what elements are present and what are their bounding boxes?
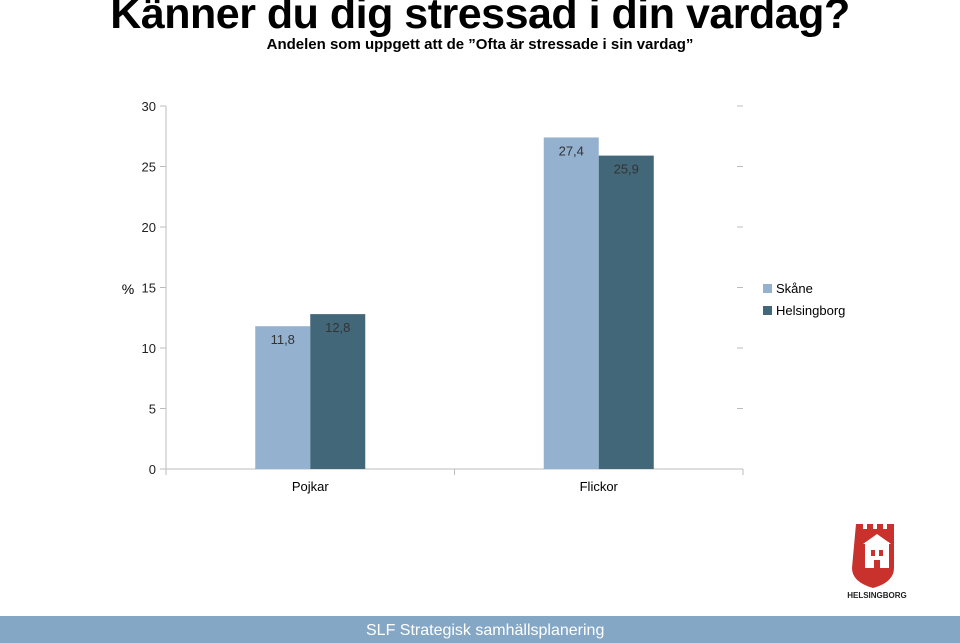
bar-flickor-skane — [543, 137, 599, 469]
y-tick-label: 15 — [142, 281, 156, 296]
chart-title: Känner du dig stressad i din vardag? — [110, 0, 850, 38]
bar-flickor-helsingborg — [598, 155, 654, 470]
legend-label-skane: Skåne — [776, 280, 813, 296]
y-tick-label: 0 — [149, 462, 156, 477]
legend-label-helsingborg: Helsingborg — [776, 302, 846, 318]
data-label: 25,9 — [614, 162, 639, 177]
y-tick-label: 5 — [149, 402, 156, 417]
y-tick-label: 10 — [142, 341, 156, 356]
legend-item-skane: Skåne — [763, 277, 845, 299]
y-axis-label: % — [122, 281, 134, 297]
bar-chart: 0 5 10 15 20 25 30% 11,8 12,8 Pojkar 27,4 25,9 Flick… — [122, 99, 744, 494]
data-label: 27,4 — [559, 143, 584, 158]
legend: Skåne Helsingborg — [763, 277, 845, 321]
y-tick-label: 30 — [142, 99, 156, 114]
y-tick-label: 25 — [142, 160, 156, 175]
x-category-label: Flickor — [580, 479, 619, 494]
footer-bar: SLF Strategisk samhällsplanering — [0, 616, 960, 643]
helsingborg-logo: HELSINGBORG — [835, 520, 919, 600]
legend-swatch-helsingborg — [763, 305, 772, 315]
y-tick-label: 20 — [142, 220, 156, 235]
bar-pojkar-skane — [255, 326, 311, 469]
data-label: 11,8 — [271, 332, 295, 347]
footer-text: SLF Strategisk samhällsplanering — [366, 622, 605, 639]
x-category-label: Pojkar — [292, 479, 330, 494]
legend-swatch-skane — [763, 283, 772, 293]
data-label: 12,8 — [325, 320, 350, 335]
coat-of-arms-icon: HELSINGBORG — [847, 524, 907, 600]
logo-text: HELSINGBORG — [847, 591, 907, 600]
legend-item-helsingborg: Helsingborg — [763, 299, 845, 321]
chart-subtitle: Andelen som uppgett att de ”Ofta är stre… — [266, 36, 694, 53]
bar-pojkar-helsingborg — [310, 314, 366, 469]
